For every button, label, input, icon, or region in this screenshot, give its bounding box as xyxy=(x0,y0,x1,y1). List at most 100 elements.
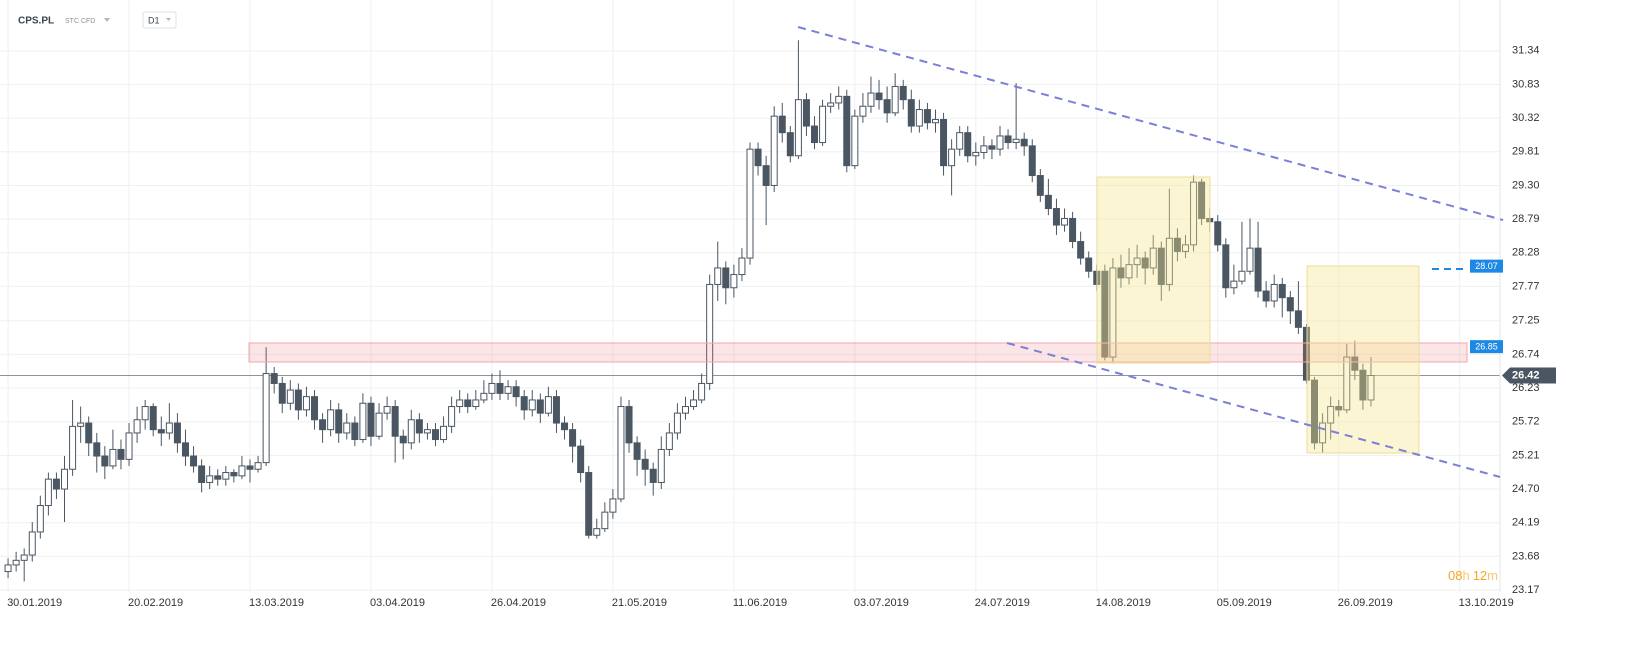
y-tick-label: 30.32 xyxy=(1512,112,1540,124)
candle-body xyxy=(1069,217,1077,243)
candle-body xyxy=(1044,194,1052,210)
axis-labels: 31.34 30.83 30.32 29.81 29.30 28.79 28.28 27.77… xyxy=(7,45,1556,609)
hours: 08 xyxy=(1448,568,1462,583)
candle-body xyxy=(593,528,601,536)
dropdown-arrow[interactable] xyxy=(104,18,110,22)
y-tick-label: 28.28 xyxy=(1512,247,1540,259)
y-tick-label: 27.77 xyxy=(1512,280,1540,292)
x-tick-label: 03.04.2019 xyxy=(370,597,425,609)
candle-body xyxy=(1238,270,1246,282)
candle-body xyxy=(528,399,536,411)
candle-body xyxy=(1173,237,1181,252)
resistance-zone xyxy=(248,342,1468,363)
candle-body xyxy=(431,429,439,441)
candle-body xyxy=(1230,280,1238,289)
candle-body xyxy=(1020,138,1028,147)
candle-body xyxy=(1165,237,1173,285)
candle-body xyxy=(754,148,762,167)
highlight-box xyxy=(1096,176,1211,364)
candle-body xyxy=(270,373,278,384)
candle-body xyxy=(391,406,399,437)
candle-body xyxy=(907,99,915,127)
y-tick-label: 24.70 xyxy=(1512,483,1540,495)
candle-body xyxy=(61,468,69,490)
candle-body xyxy=(867,92,875,107)
y-tick-label: 23.68 xyxy=(1512,550,1540,562)
candle-body xyxy=(819,105,827,144)
x-tick-label: 26.09.2019 xyxy=(1338,597,1393,609)
candle-body xyxy=(1004,135,1012,144)
candle-body xyxy=(1052,208,1060,226)
dropdown-arrow xyxy=(166,18,171,21)
candle-body xyxy=(1311,379,1319,444)
candle-body xyxy=(641,458,649,470)
candle-body xyxy=(706,283,714,384)
trend-line xyxy=(1006,342,1501,478)
level-tag xyxy=(1470,340,1503,354)
x-tick-label: 21.05.2019 xyxy=(612,597,667,609)
candle-body xyxy=(1077,241,1085,259)
candle-body xyxy=(923,109,931,124)
y-tick-label: 25.72 xyxy=(1512,416,1540,428)
candle-body xyxy=(794,99,802,157)
x-tick-label: 13.10.2019 xyxy=(1459,597,1514,609)
candle-body xyxy=(561,422,569,431)
candle-body xyxy=(512,386,520,398)
candle-body xyxy=(956,132,964,150)
candle-body xyxy=(1149,247,1157,269)
x-tick-label: 26.04.2019 xyxy=(491,597,546,609)
candle-body xyxy=(552,396,560,424)
candle-body xyxy=(835,95,843,104)
candle-body xyxy=(351,422,359,441)
candle-body xyxy=(165,422,173,434)
candle-body xyxy=(609,498,617,513)
candle-body xyxy=(367,402,375,437)
minutes: 12 xyxy=(1473,568,1487,583)
candle-body xyxy=(843,95,851,167)
candle-body xyxy=(988,145,996,150)
candle-body xyxy=(1351,356,1359,371)
candle-body xyxy=(1157,247,1165,285)
candle-body xyxy=(1359,369,1367,401)
candle-body xyxy=(20,554,28,561)
candle-body xyxy=(1254,247,1262,292)
candle-body xyxy=(625,406,633,444)
candle-body xyxy=(93,442,101,457)
drawings xyxy=(248,26,1504,478)
x-tick-label: 05.09.2019 xyxy=(1217,597,1272,609)
candle-body xyxy=(407,419,415,444)
candle-body xyxy=(383,406,391,414)
candle-body xyxy=(488,382,496,394)
candle-body xyxy=(649,468,657,483)
candle-body xyxy=(85,422,93,444)
candle-body xyxy=(399,435,407,444)
interval-select[interactable] xyxy=(142,11,177,29)
candle-body xyxy=(294,389,302,411)
candle-body xyxy=(722,267,730,289)
candle-body xyxy=(448,406,456,427)
toolbar: CPS.PL STC CFD D1 xyxy=(18,11,177,29)
candle-body xyxy=(1141,257,1149,269)
last-price-tag xyxy=(1502,367,1556,384)
candle-body xyxy=(730,274,738,289)
candle-body xyxy=(28,531,36,556)
candle-body xyxy=(1125,264,1133,279)
candle-body xyxy=(77,422,85,427)
candle-body xyxy=(214,475,222,480)
candle-body xyxy=(633,442,641,460)
candle-body xyxy=(617,406,625,500)
x-tick-label: 13.03.2019 xyxy=(249,597,304,609)
candle-body xyxy=(1012,138,1020,144)
candle-body xyxy=(327,409,335,431)
candle-body xyxy=(1222,244,1230,289)
candle-body xyxy=(1214,221,1222,246)
candle-body xyxy=(770,115,778,186)
candle-body xyxy=(1294,310,1302,328)
candle-body xyxy=(117,448,125,460)
candle-body xyxy=(1367,375,1375,401)
candle-body xyxy=(1133,257,1141,266)
candle-body xyxy=(173,422,181,444)
candle-body xyxy=(851,115,859,167)
candle-body xyxy=(1343,356,1351,411)
trend-line xyxy=(797,26,1504,221)
